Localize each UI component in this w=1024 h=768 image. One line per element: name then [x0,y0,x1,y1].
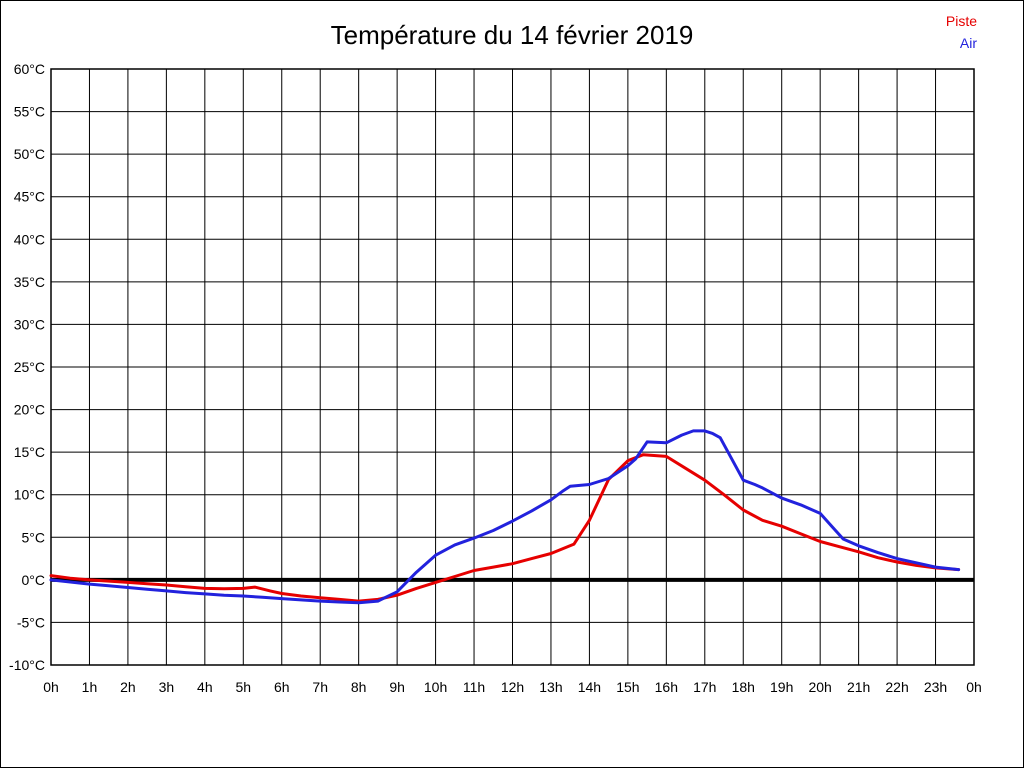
x-tick-label: 5h [236,679,252,695]
plot-frame [50,68,975,666]
chart-title: Température du 14 février 2019 [330,20,694,50]
x-tick-label: 21h [847,679,870,695]
y-tick-label: 35°C [14,274,45,290]
x-tick-label: 16h [655,679,678,695]
y-tick-label: 25°C [14,359,45,375]
x-tick-label: 20h [808,679,831,695]
x-tick-label: 10h [424,679,447,695]
x-tick-label: 23h [924,679,947,695]
y-tick-label: 15°C [14,444,45,460]
x-tick-label: 14h [578,679,601,695]
chart-legend: Piste Air [946,10,977,54]
y-tick-label: -10°C [9,657,45,673]
x-tick-label: 15h [616,679,639,695]
y-tick-label: -5°C [17,614,45,630]
y-tick-label: 45°C [14,189,45,205]
x-tick-label: 3h [159,679,175,695]
x-tick-label: 11h [463,679,485,695]
y-tick-label: 20°C [14,402,45,418]
x-tick-label: 7h [312,679,328,695]
legend-item-air: Air [959,35,977,51]
x-tick-label: 12h [501,679,524,695]
x-tick-label: 9h [389,679,405,695]
legend-item-piste: Piste [945,13,977,29]
x-tick-label: 19h [770,679,793,695]
y-tick-label: 60°C [14,61,45,77]
x-tick-label: 4h [197,679,213,695]
x-tick-label: 6h [274,679,290,695]
y-tick-label: 5°C [22,529,46,545]
x-tick-label: 22h [885,679,908,695]
x-tick-label: 1h [82,679,98,695]
y-tick-label: 40°C [14,231,45,247]
x-tick-label: 8h [351,679,367,695]
x-tick-label: 13h [539,679,562,695]
y-tick-label: 0°C [22,572,46,588]
y-tick-label: 10°C [14,487,45,503]
y-tick-label: 55°C [14,104,45,120]
x-tick-label: 17h [693,679,716,695]
series-line-piste [49,453,961,603]
y-tick-label: 30°C [14,316,45,332]
x-tick-label: 0h [966,679,982,695]
x-tick-label: 2h [120,679,136,695]
series-line-air [49,429,961,605]
x-tick-label: 0h [43,679,59,695]
y-tick-label: 50°C [14,146,45,162]
x-tick-label: 18h [732,679,755,695]
